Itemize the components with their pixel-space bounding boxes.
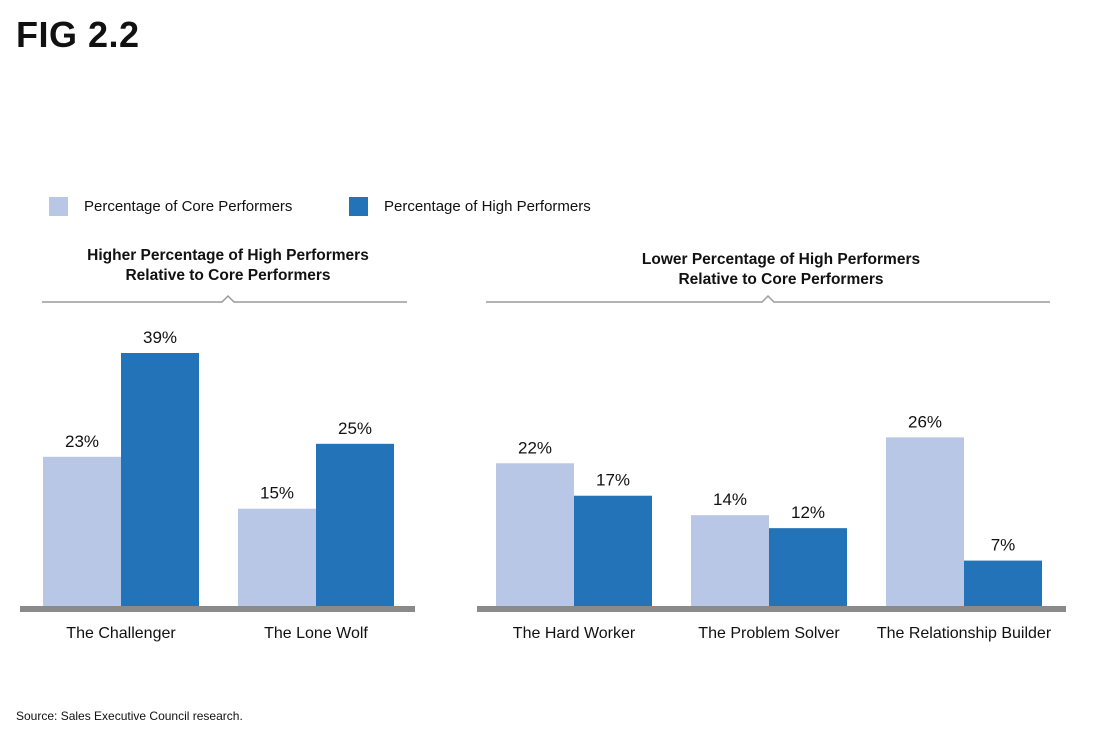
group-bracket-1 — [486, 294, 1050, 303]
category-label-0: The Challenger — [66, 625, 176, 642]
value-label-high-1: 25% — [338, 419, 372, 438]
group-title-lower-line2: Relative to Core Performers — [678, 271, 884, 288]
value-label-high-3: 12% — [791, 503, 825, 522]
bar-high-0 — [121, 353, 199, 606]
bar-core-2 — [496, 463, 574, 606]
value-label-core-2: 22% — [518, 438, 552, 457]
category-label-1: The Lone Wolf — [264, 625, 368, 642]
value-label-core-1: 15% — [260, 484, 294, 503]
axis-baseline-1 — [477, 606, 1066, 612]
bar-high-1 — [316, 443, 394, 606]
group-title-higher-line2: Relative to Core Performers — [125, 267, 331, 284]
legend-item-high: Percentage of High Performers — [349, 196, 591, 216]
bar-core-0 — [43, 456, 121, 606]
figure-title: FIG 2.2 — [16, 14, 140, 55]
group-bracket-0 — [42, 294, 407, 303]
legend-swatch-core — [49, 196, 68, 216]
legend-item-core: Percentage of Core Performers — [49, 196, 292, 216]
bar-core-4 — [886, 437, 964, 606]
category-label-3: The Problem Solver — [698, 625, 840, 642]
group-title-lower-line1: Lower Percentage of High Performers — [641, 251, 921, 268]
value-label-core-3: 14% — [713, 490, 747, 509]
category-label-4: The Relationship Builder — [877, 625, 1052, 642]
value-label-core-0: 23% — [65, 432, 99, 451]
value-label-core-4: 26% — [908, 412, 942, 431]
group-title-lower: Lower Percentage of High Performers Rela… — [486, 250, 1076, 290]
group-title-higher-line1: Higher Percentage of High Performers — [87, 247, 369, 264]
value-label-high-2: 17% — [596, 471, 630, 490]
legend-swatch-high — [349, 196, 368, 216]
bar-core-3 — [691, 515, 769, 606]
legend-label-core: Percentage of Core Performers — [84, 197, 293, 215]
value-label-high-0: 39% — [143, 328, 177, 347]
bar-high-2 — [574, 495, 652, 606]
source-note: Source: Sales Executive Council research… — [16, 709, 243, 723]
category-label-2: The Hard Worker — [513, 625, 636, 642]
bar-high-3 — [769, 528, 847, 606]
axis-baseline-0 — [20, 606, 415, 612]
value-label-high-4: 7% — [991, 536, 1016, 555]
bar-high-4 — [964, 560, 1042, 606]
group-title-higher: Higher Percentage of High Performers Rel… — [42, 246, 414, 286]
bar-core-1 — [238, 508, 316, 606]
legend-label-high: Percentage of High Performers — [384, 197, 591, 215]
